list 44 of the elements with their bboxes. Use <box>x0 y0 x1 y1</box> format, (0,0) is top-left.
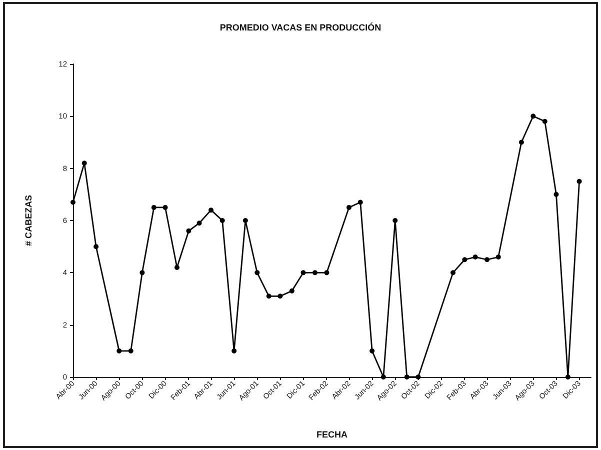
point <box>128 348 134 354</box>
point <box>82 160 87 166</box>
point <box>174 264 180 270</box>
point <box>278 294 283 299</box>
point <box>450 270 456 276</box>
point <box>196 220 202 226</box>
point <box>565 374 570 380</box>
point <box>370 348 375 354</box>
point <box>220 218 225 223</box>
point <box>266 294 272 299</box>
point <box>289 288 294 294</box>
point <box>70 200 76 205</box>
point <box>416 374 421 380</box>
point <box>94 244 99 250</box>
point <box>380 374 386 380</box>
point <box>254 270 260 276</box>
point <box>140 270 145 276</box>
chart-title: PROMEDIO VACAS EN PRODUCCIÓN <box>220 22 382 32</box>
point <box>496 254 501 260</box>
point <box>518 140 524 145</box>
point <box>542 118 548 124</box>
y-axis-title: # CABEZAS <box>24 194 34 246</box>
point <box>462 257 468 262</box>
point <box>358 200 363 205</box>
point <box>300 270 306 276</box>
point <box>186 228 192 234</box>
point <box>162 204 168 210</box>
point <box>576 178 582 184</box>
point <box>472 254 478 260</box>
point <box>116 348 122 354</box>
point <box>242 218 248 223</box>
point <box>208 208 214 213</box>
x-axis-title: FECHA <box>316 430 348 440</box>
line-series <box>70 114 582 380</box>
point <box>151 204 156 210</box>
point <box>554 192 559 197</box>
point <box>346 204 352 210</box>
point <box>530 114 536 119</box>
point <box>484 257 490 262</box>
point <box>404 374 410 380</box>
point <box>324 270 330 276</box>
point <box>312 270 318 276</box>
point <box>232 348 237 354</box>
point <box>392 218 398 223</box>
